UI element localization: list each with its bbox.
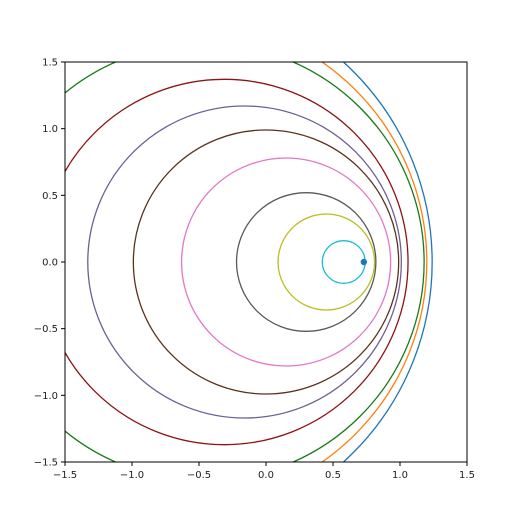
x-tick-label-6: 1.5	[459, 470, 475, 481]
circle-series-7	[65, 62, 425, 462]
circle-series-8	[320, 62, 428, 462]
x-tick-label-5: 1.0	[392, 470, 408, 481]
x-tick-label-1: −1.0	[120, 470, 144, 481]
circle-series-6	[65, 78, 409, 446]
circle-series-3	[180, 157, 392, 367]
circle-series-9	[342, 62, 433, 462]
y-tick-label-6: 1.5	[42, 58, 58, 69]
circle-series-2	[235, 192, 377, 332]
circle-series-5	[87, 105, 402, 419]
y-tick-label-2: −0.5	[34, 324, 58, 335]
x-tick-label-2: −0.5	[187, 470, 211, 481]
y-tick-label-4: 0.5	[42, 191, 58, 202]
axis-ticks: −1.5 −1.0 −0.5 0.0 0.5 1.0 1.5 −1.5 −1.0 −0.5 0.0 0…	[34, 58, 475, 482]
y-tick-label-3: 0.0	[42, 258, 58, 269]
y-tick-label-5: 1.0	[42, 124, 58, 135]
circle-series-layer	[65, 62, 433, 462]
x-tick-label-3: 0.0	[258, 470, 274, 481]
circle-series-4	[132, 129, 400, 395]
y-tick-label-1: −1.0	[34, 391, 58, 402]
x-tick-label-4: 0.5	[325, 470, 341, 481]
y-tick-label-0: −1.5	[34, 458, 58, 469]
plot-area	[65, 62, 467, 462]
x-tick-label-0: −1.5	[53, 470, 77, 481]
circle-series-1	[277, 213, 376, 311]
focus-point	[360, 258, 368, 266]
